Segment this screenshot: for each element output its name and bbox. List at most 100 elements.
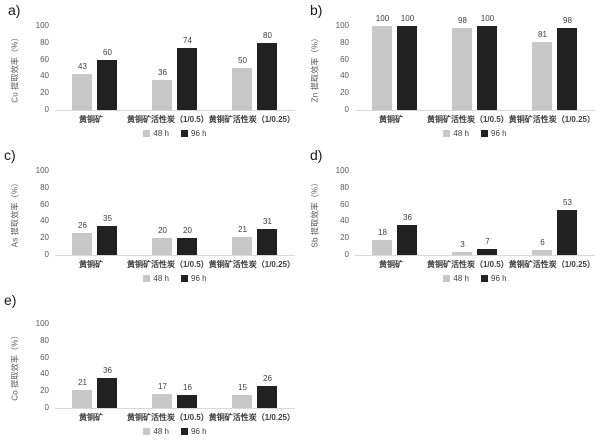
category-label: 黄铜矿活性炭（1/0.25） [208,259,295,269]
legend-label: 48 h [153,274,169,283]
panel-e: e) Co 提取效率（%） 0 20 40 60 80 100 21 36 17 16 15 26 黄铜矿… [0,290,300,447]
y-tick-label: 0 [44,105,49,114]
bar-48h [232,237,253,255]
y-axis-ticks: 0 20 40 60 80 100 [22,320,55,412]
y-tick-label: 20 [40,88,49,98]
legend-label: 48 h [153,427,169,436]
y-axis-title-text: Sb 提取效率（%） [310,178,320,248]
y-tick-label: 100 [335,166,349,175]
plot-area: 21 36 17 16 15 26 [55,324,295,409]
value-label: 20 [158,226,167,236]
legend-swatch-96h [181,130,188,137]
y-axis-ticks: 0 20 40 60 80 100 [22,167,55,259]
plot-area: 43 60 36 74 50 80 [55,26,295,111]
legend-item: 48 h [143,274,169,283]
bar-chart-cu: Cu 提取效率（%） 0 20 40 60 80 100 43 60 36 74 50 80 黄铜矿 黄铜矿… [8,22,296,139]
bar-group: 100 100 [355,14,435,110]
value-label: 35 [103,213,112,223]
bar-group: 21 31 [215,171,295,255]
bar-96h [477,249,498,255]
chart-body: Zn 提取效率（%） 0 20 40 60 80 100 100 100 98 100 81 98 黄铜矿… [308,14,596,139]
category-label: 黄铜矿活性炭（1/0.5） [126,259,209,269]
value-label: 50 [238,56,247,65]
legend-swatch-48h [443,275,451,282]
bar-48h [372,26,393,110]
bar-96h [97,59,118,110]
legend-item: 96 h [481,274,507,283]
y-tick-label: 40 [340,216,349,226]
y-tick-label: 0 [344,105,349,114]
bar-48h [232,68,253,110]
category-label: 黄铜矿 [78,259,103,269]
bar-48h [452,27,473,110]
plot-area: 26 35 20 20 21 31 [55,171,295,256]
plot-area: 100 100 98 100 81 98 [355,14,595,111]
bar-group: 20 20 [135,171,215,255]
legend-label: 48 h [453,129,469,138]
y-tick-label: 0 [344,250,349,259]
bar-48h [452,252,473,255]
y-tick-label: 100 [35,21,49,30]
y-axis-ticks: 0 20 40 60 80 100 [322,167,355,259]
y-tick-label: 80 [340,37,349,47]
chart-body: Sb 提取效率（%） 0 20 40 60 80 100 18 36 3 7 6 53 黄铜矿 黄铜矿活性炭… [308,167,596,284]
y-axis-title-text: Zn 提取效率（%） [310,33,320,103]
bar-group: 18 36 [355,171,435,255]
value-label: 80 [263,30,272,40]
value-label: 98 [563,15,572,25]
value-label: 18 [378,227,387,237]
bar-48h [152,238,173,255]
legend-label: 96 h [491,274,507,283]
legend-item: 96 h [181,427,207,436]
legend-label: 96 h [191,129,207,138]
legend-swatch-96h [181,428,188,435]
category-axis: 黄铜矿 黄铜矿活性炭（1/0.5） 黄铜矿活性炭（1/0.25） [355,256,595,272]
y-axis-ticks: 0 20 40 60 80 100 [322,22,355,114]
y-axis-title: Zn 提取效率（%） [308,26,322,110]
category-label: 黄铜矿 [378,259,403,269]
legend-label: 48 h [153,129,169,138]
value-label: 100 [480,14,495,23]
category-label: 黄铜矿活性炭（1/0.5） [126,412,209,422]
legend-swatch-48h [443,130,451,137]
y-tick-label: 80 [40,182,49,192]
bar-96h [177,47,198,110]
y-axis-title-text: As 提取效率（%） [10,178,20,248]
bar-96h [257,42,278,110]
bar-48h [372,239,393,255]
value-label: 21 [78,378,87,388]
y-axis-title-text: Co 提取效率（%） [10,331,20,401]
bar-group: 17 16 [135,324,215,408]
bar-96h [257,228,278,255]
bar-group: 26 35 [55,171,135,255]
value-label: 36 [158,67,167,77]
y-tick-label: 0 [44,250,49,259]
legend: 48 h 96 h [355,128,595,139]
y-tick-label: 60 [40,54,49,64]
y-tick-label: 60 [340,199,349,209]
panel-letter-d: d) [310,147,323,163]
bar-96h [557,210,578,255]
y-tick-label: 80 [40,37,49,47]
value-label: 100 [400,14,415,23]
chart-body: Cu 提取效率（%） 0 20 40 60 80 100 43 60 36 74 50 80 黄铜矿 黄铜矿… [8,22,296,139]
y-axis-ticks: 0 20 40 60 80 100 [22,22,55,114]
bar-48h [152,79,173,110]
category-label: 黄铜矿活性炭（1/0.5） [126,114,209,124]
plot-column: 26 35 20 20 21 31 黄铜矿 黄铜矿活性炭（1/0.5） 黄铜矿活性炭（1/0.2… [55,171,295,284]
y-tick-label: 0 [44,403,49,412]
y-tick-label: 80 [340,182,349,192]
category-axis: 黄铜矿 黄铜矿活性炭（1/0.5） 黄铜矿活性炭（1/0.25） [55,111,295,127]
bar-96h [477,26,498,110]
legend-item: 96 h [181,274,207,283]
category-axis: 黄铜矿 黄铜矿活性炭（1/0.5） 黄铜矿活性炭（1/0.25） [55,256,295,272]
category-label: 黄铜矿活性炭（1/0.25） [208,412,295,422]
plot-column: 21 36 17 16 15 26 黄铜矿 黄铜矿活性炭（1/0.5） 黄铜矿活性炭（1/0.2… [55,324,295,437]
legend-label: 96 h [191,427,207,436]
category-label: 黄铜矿 [378,114,403,124]
value-label: 36 [403,212,412,222]
panel-c: c) As 提取效率（%） 0 20 40 60 80 100 26 35 20 20 21 31 黄铜矿… [0,145,300,290]
legend: 48 h 96 h [55,426,295,437]
y-axis-title: Co 提取效率（%） [8,324,22,408]
panel-letter-b: b) [310,2,323,18]
